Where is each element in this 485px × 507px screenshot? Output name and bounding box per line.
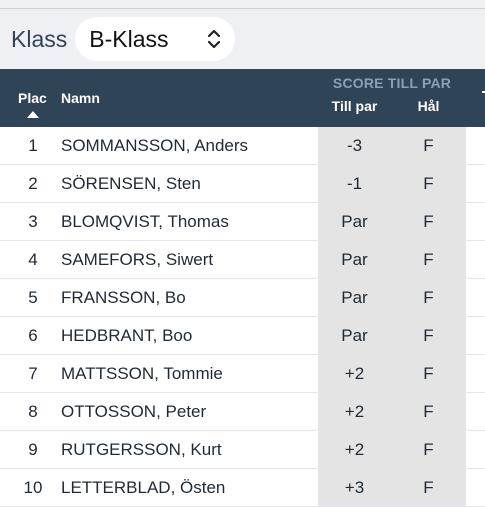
row-till-par: Par (341, 250, 368, 269)
row-name: SAMEFORS, Siwert (61, 250, 214, 269)
class-select[interactable]: B-Klass (75, 17, 236, 61)
row-till-par: Par (341, 326, 368, 345)
row-till-par: +2 (344, 364, 365, 383)
row-name: FRANSSON, Bo (61, 288, 186, 307)
table-row[interactable]: 3 BLOMQVIST, Thomas Par F (0, 203, 485, 241)
column-header-hal[interactable]: Hål (417, 98, 440, 114)
table-row[interactable]: 2 SÖRENSEN, Sten -1 F (0, 165, 485, 203)
row-plac: 3 (28, 212, 38, 231)
table-row[interactable]: 5 FRANSSON, Bo Par F (0, 279, 485, 317)
leaderboard-header: Plac Namn SCORE TILL PAR Till par Hål (0, 69, 485, 127)
score-column-background (318, 279, 466, 316)
row-name: SOMMANSSON, Anders (61, 136, 249, 155)
score-column-background (318, 431, 466, 468)
row-plac: 4 (28, 250, 38, 269)
row-hal: F (423, 250, 434, 269)
table-row[interactable]: 7 MATTSSON, Tommie +2 F (0, 355, 485, 393)
score-column-background (318, 393, 466, 430)
table-row[interactable]: 8 OTTOSSON, Peter +2 F (0, 393, 485, 431)
column-header-plac[interactable]: Plac (18, 90, 47, 106)
row-plac: 5 (28, 288, 38, 307)
row-till-par: +3 (344, 478, 365, 497)
class-filter-bar: Klass B-Klass (0, 9, 485, 69)
row-hal: F (423, 174, 434, 193)
row-plac: 10 (23, 478, 43, 497)
row-hal: F (423, 364, 434, 383)
row-till-par: Par (341, 212, 368, 231)
sort-ascending-icon (27, 111, 39, 118)
table-row[interactable]: 4 SAMEFORS, Siwert Par F (0, 241, 485, 279)
row-name: MATTSSON, Tommie (61, 364, 223, 383)
row-hal: F (423, 326, 434, 345)
row-till-par: Par (341, 288, 368, 307)
score-column-background (318, 127, 466, 164)
table-row[interactable]: 1 SOMMANSSON, Anders -3 F (0, 127, 485, 165)
row-till-par: -3 (346, 136, 363, 155)
row-hal: F (423, 478, 434, 497)
table-row[interactable]: 6 HEDBRANT, Boo Par F (0, 317, 485, 355)
row-plac: 1 (28, 136, 38, 155)
class-filter-label: Klass (11, 25, 68, 52)
header-edge-mark (482, 91, 485, 93)
row-hal: F (423, 288, 434, 307)
class-select-value: B-Klass (89, 25, 169, 52)
top-bar (0, 0, 485, 9)
row-plac: 7 (28, 364, 38, 383)
row-name: HEDBRANT, Boo (61, 326, 193, 345)
row-name: OTTOSSON, Peter (61, 402, 207, 421)
row-plac: 6 (28, 326, 38, 345)
row-name: BLOMQVIST, Thomas (61, 212, 229, 231)
row-hal: F (423, 402, 434, 421)
row-till-par: -1 (346, 174, 363, 193)
table-row[interactable]: 10 LETTERBLAD, Östen +3 F (0, 469, 485, 507)
row-plac: 9 (28, 440, 38, 459)
row-name: LETTERBLAD, Östen (61, 478, 226, 497)
score-column-background (318, 241, 466, 278)
column-group-score-till-par: SCORE TILL PAR (332, 75, 452, 91)
score-column-background (318, 355, 466, 392)
score-column-background (318, 165, 466, 202)
chevron-up-down-icon (208, 29, 221, 49)
row-plac: 2 (28, 174, 38, 193)
table-row[interactable]: 9 RUTGERSSON, Kurt +2 F (0, 431, 485, 469)
row-hal: F (423, 212, 434, 231)
row-plac: 8 (28, 402, 38, 421)
score-column-background (318, 317, 466, 354)
row-till-par: +2 (344, 402, 365, 421)
row-till-par: +2 (344, 440, 365, 459)
row-name: RUTGERSSON, Kurt (61, 440, 222, 459)
row-name: SÖRENSEN, Sten (61, 174, 201, 193)
row-hal: F (423, 440, 434, 459)
column-header-till-par[interactable]: Till par (331, 98, 378, 114)
leaderboard-rows: 1 SOMMANSSON, Anders -3 F 2 SÖRENSEN, St… (0, 127, 485, 507)
column-header-name[interactable]: Namn (61, 90, 100, 106)
score-column-background (318, 203, 466, 240)
row-hal: F (423, 136, 434, 155)
